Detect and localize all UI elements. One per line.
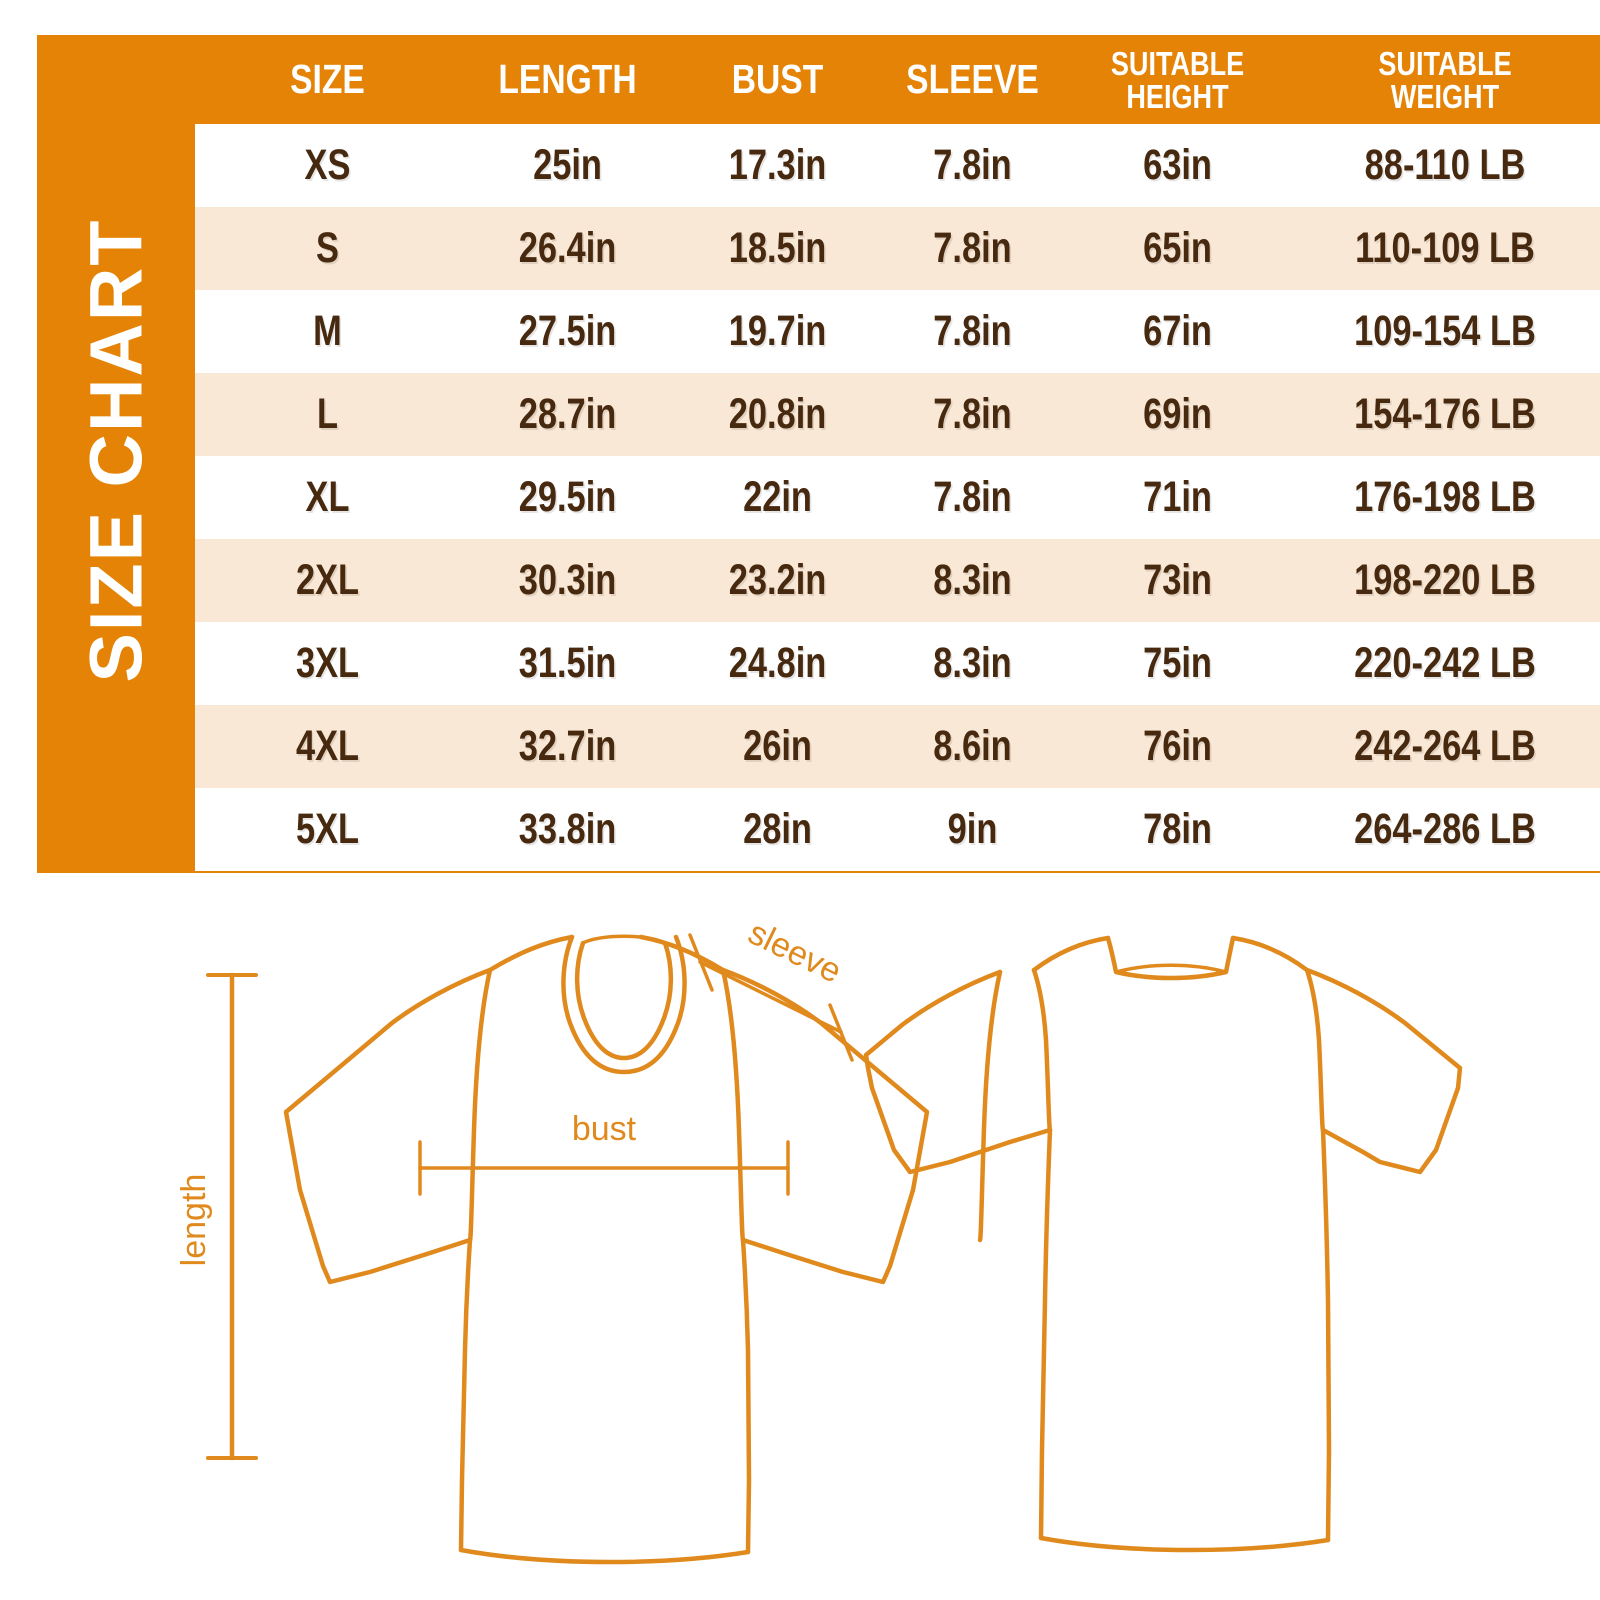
cell-suitable-height: 69in (1143, 390, 1212, 438)
cell-suitable-height: 73in (1143, 556, 1212, 604)
column-header-sleeve: SLEEVE (906, 55, 1039, 102)
cell-bust: 24.8in (728, 639, 827, 687)
cell-sleeve: 7.8in (933, 224, 1012, 272)
cell-size: S (316, 224, 339, 272)
column-header-suitable-weight-line2: WEIGHT (1390, 77, 1500, 115)
table-header-row: SIZE LENGTH BUST SLEEVE SUITABLE HEIGHT … (195, 35, 1600, 124)
table-row: S 26.4in 18.5in 7.8in 65in 110-109 LB (195, 207, 1600, 290)
cell-size: 5XL (295, 805, 360, 853)
length-dimension-line (206, 972, 258, 1461)
cell-size: 2XL (295, 556, 360, 604)
size-chart-title-text: SIZE CHART (74, 218, 158, 682)
table-row: 4XL 32.7in 26in 8.6in 76in 242-264 LB (195, 705, 1600, 788)
bust-label: bust (572, 1110, 637, 1148)
cell-bust: 18.5in (728, 224, 827, 272)
column-header-size: SIZE (290, 55, 365, 102)
cell-suitable-height: 75in (1143, 639, 1212, 687)
cell-suitable-height: 76in (1143, 722, 1212, 770)
cell-suitable-height: 67in (1143, 307, 1212, 355)
cell-bust: 19.7in (728, 307, 827, 355)
cell-sleeve: 8.3in (933, 556, 1012, 604)
column-header-suitable-height-line1: SUITABLE (1110, 44, 1245, 82)
cell-suitable-weight: 220-242 LB (1354, 639, 1536, 687)
cell-length: 29.5in (518, 473, 617, 521)
table-row: L 28.7in 20.8in 7.8in 69in 154-176 LB (195, 373, 1600, 456)
column-header-bust: BUST (731, 55, 824, 102)
size-chart-panel: SIZE CHART SIZE LENGTH BUST SLEEVE SUITA… (37, 35, 1600, 873)
column-header-length: LENGTH (498, 55, 637, 102)
table-row: M 27.5in 19.7in 7.8in 67in 109-154 LB (195, 290, 1600, 373)
cell-length: 28.7in (518, 390, 617, 438)
cell-suitable-weight: 154-176 LB (1354, 390, 1536, 438)
cell-size: XS (304, 141, 351, 189)
cell-length: 33.8in (518, 805, 617, 853)
cell-length: 27.5in (518, 307, 617, 355)
cell-size: 4XL (295, 722, 360, 770)
cell-length: 26.4in (518, 224, 617, 272)
size-chart-title: SIZE CHART (37, 35, 195, 865)
cell-suitable-height: 63in (1143, 141, 1212, 189)
cell-suitable-weight: 109-154 LB (1354, 307, 1536, 355)
sleeve-label: sleeve (742, 913, 847, 990)
cell-bust: 23.2in (728, 556, 827, 604)
column-header-suitable-height-line2: HEIGHT (1126, 77, 1229, 115)
bust-dimension-line (418, 1140, 790, 1196)
table-row: 2XL 30.3in 23.2in 8.3in 73in 198-220 LB (195, 539, 1600, 622)
tshirt-back-outline (863, 935, 1463, 1553)
tshirt-front-outline (283, 934, 930, 1565)
cell-sleeve: 7.8in (933, 390, 1012, 438)
cell-suitable-weight: 242-264 LB (1354, 722, 1536, 770)
cell-bust: 28in (743, 805, 812, 853)
cell-length: 32.7in (518, 722, 617, 770)
length-label: length (175, 1174, 213, 1267)
cell-sleeve: 8.6in (933, 722, 1012, 770)
column-header-suitable-weight: SUITABLE WEIGHT (1318, 47, 1572, 113)
cell-sleeve: 7.8in (933, 141, 1012, 189)
cell-suitable-height: 71in (1143, 473, 1212, 521)
cell-suitable-weight: 198-220 LB (1354, 556, 1536, 604)
cell-suitable-weight: 88-110 LB (1364, 141, 1526, 189)
cell-length: 25in (533, 141, 602, 189)
table-row: 5XL 33.8in 28in 9in 78in 264-286 LB (195, 788, 1600, 871)
cell-bust: 26in (743, 722, 812, 770)
column-header-suitable-weight-line1: SUITABLE (1378, 44, 1512, 82)
cell-sleeve: 7.8in (933, 307, 1012, 355)
cell-bust: 22in (743, 473, 812, 521)
cell-size: M (313, 307, 342, 355)
cell-length: 31.5in (518, 639, 617, 687)
cell-suitable-height: 65in (1143, 224, 1212, 272)
cell-size: XL (305, 473, 350, 521)
cell-size: L (316, 390, 339, 438)
sleeve-dimension-line (688, 933, 854, 1062)
cell-bust: 17.3in (728, 141, 827, 189)
cell-sleeve: 7.8in (933, 473, 1012, 521)
cell-suitable-weight: 176-198 LB (1354, 473, 1536, 521)
tshirt-measurement-diagram: length bust sleeve (0, 890, 1600, 1600)
cell-size: 3XL (295, 639, 360, 687)
table-row: XS 25in 17.3in 7.8in 63in 88-110 LB (195, 124, 1600, 207)
column-header-suitable-height: SUITABLE HEIGHT (1085, 47, 1270, 113)
cell-length: 30.3in (518, 556, 617, 604)
table-row: XL 29.5in 22in 7.8in 71in 176-198 LB (195, 456, 1600, 539)
cell-suitable-weight: 264-286 LB (1354, 805, 1536, 853)
cell-suitable-weight: 110-109 LB (1355, 224, 1535, 272)
cell-suitable-height: 78in (1143, 805, 1212, 853)
cell-sleeve: 9in (947, 805, 998, 853)
cell-sleeve: 8.3in (933, 639, 1012, 687)
cell-bust: 20.8in (728, 390, 827, 438)
table-row: 3XL 31.5in 24.8in 8.3in 75in 220-242 LB (195, 622, 1600, 705)
